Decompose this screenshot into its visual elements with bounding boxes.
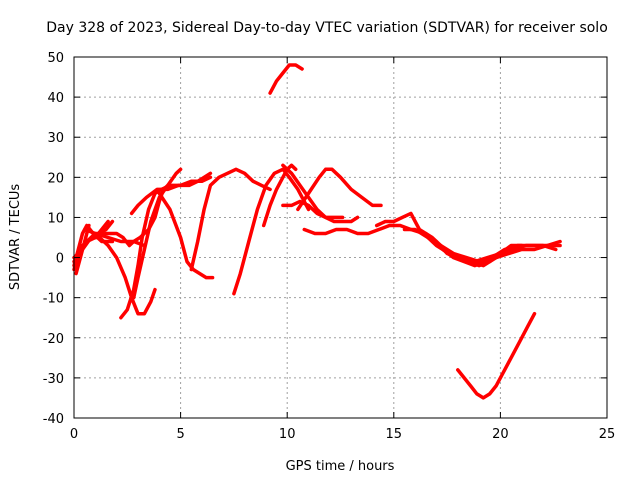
- y-tick-label: 10: [47, 211, 64, 226]
- y-tick-label: 50: [47, 51, 64, 66]
- y-tick-label: 40: [47, 91, 64, 106]
- series-arc-13: [232, 167, 311, 296]
- series-arc-19: [302, 223, 562, 264]
- series-arc-7: [93, 219, 110, 240]
- y-tick-label: -10: [43, 292, 64, 307]
- grid-lines: [74, 57, 607, 418]
- series-arc-10: [129, 171, 213, 216]
- series-arc-11: [157, 191, 215, 280]
- series-arc-18: [296, 167, 383, 212]
- series-arc-6: [74, 223, 91, 276]
- series-arc-14: [261, 163, 298, 228]
- chart-title: Day 328 of 2023, Sidereal Day-to-day VTE…: [46, 20, 608, 36]
- x-tick-label: 5: [176, 427, 184, 442]
- y-tick-label: 20: [47, 171, 64, 186]
- series-arc-24: [456, 311, 537, 400]
- series-arc-21: [402, 227, 558, 264]
- series-group: [72, 63, 562, 400]
- ticks: 0 5 10 15 20 25 -40 -30 -20 -10 0 10 20 30 40 50: [43, 51, 616, 442]
- x-tick-label: 0: [70, 427, 78, 442]
- series-arc-5: [82, 227, 147, 248]
- series-arc-12: [189, 167, 272, 272]
- series-arc-3: [72, 235, 157, 316]
- series-arc-4: [72, 223, 115, 268]
- x-tick-label: 15: [386, 427, 403, 442]
- y-tick-label: 30: [47, 131, 64, 146]
- y-tick-label: -20: [43, 332, 64, 347]
- series-arc-23: [441, 247, 520, 268]
- x-tick-label: 10: [279, 427, 296, 442]
- x-tick-label: 20: [492, 427, 509, 442]
- series-arc-16: [281, 163, 360, 224]
- plot-frame: [73, 56, 608, 419]
- series-arc-9: [131, 167, 183, 300]
- x-axis-label: GPS time / hours: [286, 459, 395, 474]
- series-arc-17: [281, 199, 345, 220]
- y-tick-label: -40: [43, 412, 64, 427]
- y-axis-label: SDTVAR / TECUs: [8, 184, 23, 291]
- series-arc-15: [268, 63, 304, 95]
- y-tick-label: -30: [43, 372, 64, 387]
- x-tick-label: 25: [599, 427, 616, 442]
- y-tick-label: 0: [56, 252, 64, 267]
